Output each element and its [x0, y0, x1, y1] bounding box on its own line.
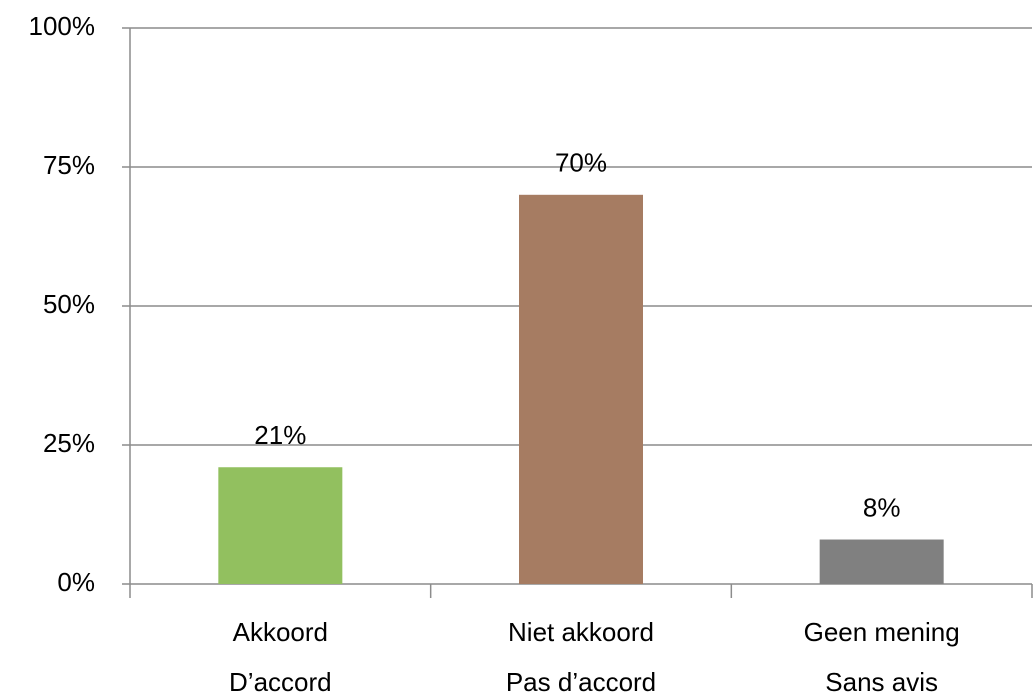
y-tick-label: 50%	[43, 289, 95, 319]
x-tick-label-line: Geen mening	[804, 617, 960, 647]
bar	[218, 467, 343, 584]
y-tick-label: 0%	[57, 567, 95, 597]
y-tick-label: 100%	[29, 11, 96, 41]
x-tick-label: Geen mening Sans avis	[804, 617, 960, 696]
x-tick-label-line: Pas d’accord	[506, 667, 656, 696]
y-tick-label: 75%	[43, 150, 95, 180]
value-label: 70%	[555, 148, 607, 178]
bar	[519, 194, 643, 585]
y-tick-label: 25%	[43, 428, 95, 458]
x-tick-label-line: Akkoord	[233, 617, 328, 647]
value-label: 8%	[863, 492, 901, 522]
x-tick-label-line: D’accord	[229, 667, 332, 696]
value-label: 21%	[254, 420, 306, 450]
x-tick-label: Akkoord D’accord	[229, 617, 332, 696]
x-tick-label-line: Niet akkoord	[508, 617, 654, 647]
x-tick-label: Niet akkoord Pas d’accord	[506, 617, 656, 696]
bar	[819, 539, 944, 584]
x-tick-label-line: Sans avis	[825, 667, 938, 696]
